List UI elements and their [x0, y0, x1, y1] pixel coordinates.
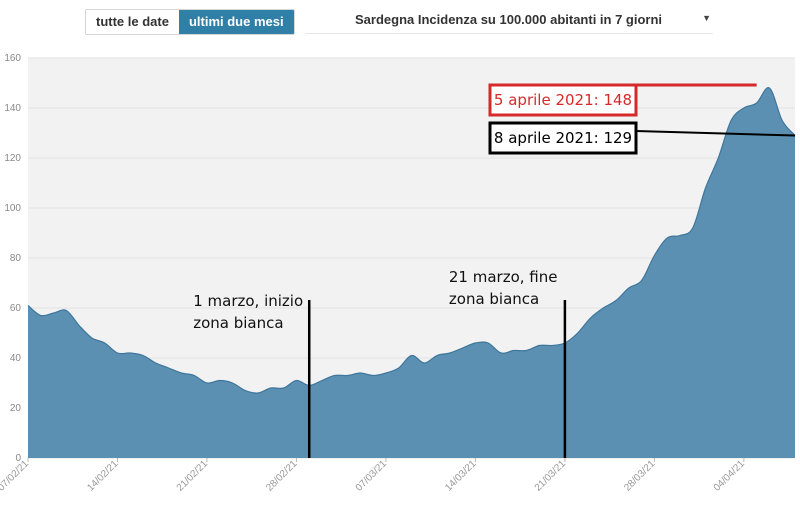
callout-leader	[635, 130, 796, 137]
annotation-text: 21 marzo, fine	[449, 268, 558, 286]
x-tick-label: 21/02/21	[175, 458, 211, 494]
x-tick-label: 28/02/21	[264, 458, 300, 494]
y-tick-label: 120	[4, 153, 21, 164]
callout-box	[488, 83, 638, 117]
x-tick-label: 28/03/21	[622, 458, 658, 494]
annotation-text: zona bianca	[449, 290, 539, 308]
tab-all-dates[interactable]: tutte le date	[86, 10, 179, 34]
series-line	[27, 87, 796, 394]
y-tick-label: 0	[15, 453, 21, 464]
callout-label: 8 aprile 2021: 129	[494, 129, 632, 147]
y-tick-label: 100	[4, 203, 21, 214]
y-tick-label: 60	[10, 303, 22, 314]
region-metric-select[interactable]: Sardegna Incidenza su 100.000 abitanti i…	[305, 9, 713, 34]
x-tick-label: 04/04/21	[712, 458, 748, 494]
x-tick-label: 21/03/21	[533, 458, 569, 494]
y-tick-label: 160	[4, 53, 21, 64]
annotation-text: 1 marzo, inizio	[193, 292, 303, 310]
annotation-text: zona bianca	[193, 314, 283, 332]
y-tick-label: 40	[10, 353, 22, 364]
x-tick-label: 14/02/21	[85, 458, 121, 494]
tab-last-two-months[interactable]: ultimi due mesi	[178, 10, 294, 34]
callout-label: 5 aprile 2021: 148	[494, 91, 632, 109]
x-tick-label: 14/03/21	[443, 458, 479, 494]
region-metric-select-value: Sardegna Incidenza su 100.000 abitanti i…	[355, 12, 663, 27]
date-range-tabs: tutte le date ultimi due mesi	[85, 9, 295, 35]
callout-box	[488, 121, 638, 155]
y-tick-label: 20	[10, 403, 22, 414]
caret-down-icon: ▼	[702, 13, 711, 23]
series-area	[28, 87, 795, 459]
y-tick-label: 140	[4, 103, 21, 114]
y-tick-label: 80	[10, 253, 22, 264]
x-tick-label: 07/03/21	[354, 458, 390, 494]
